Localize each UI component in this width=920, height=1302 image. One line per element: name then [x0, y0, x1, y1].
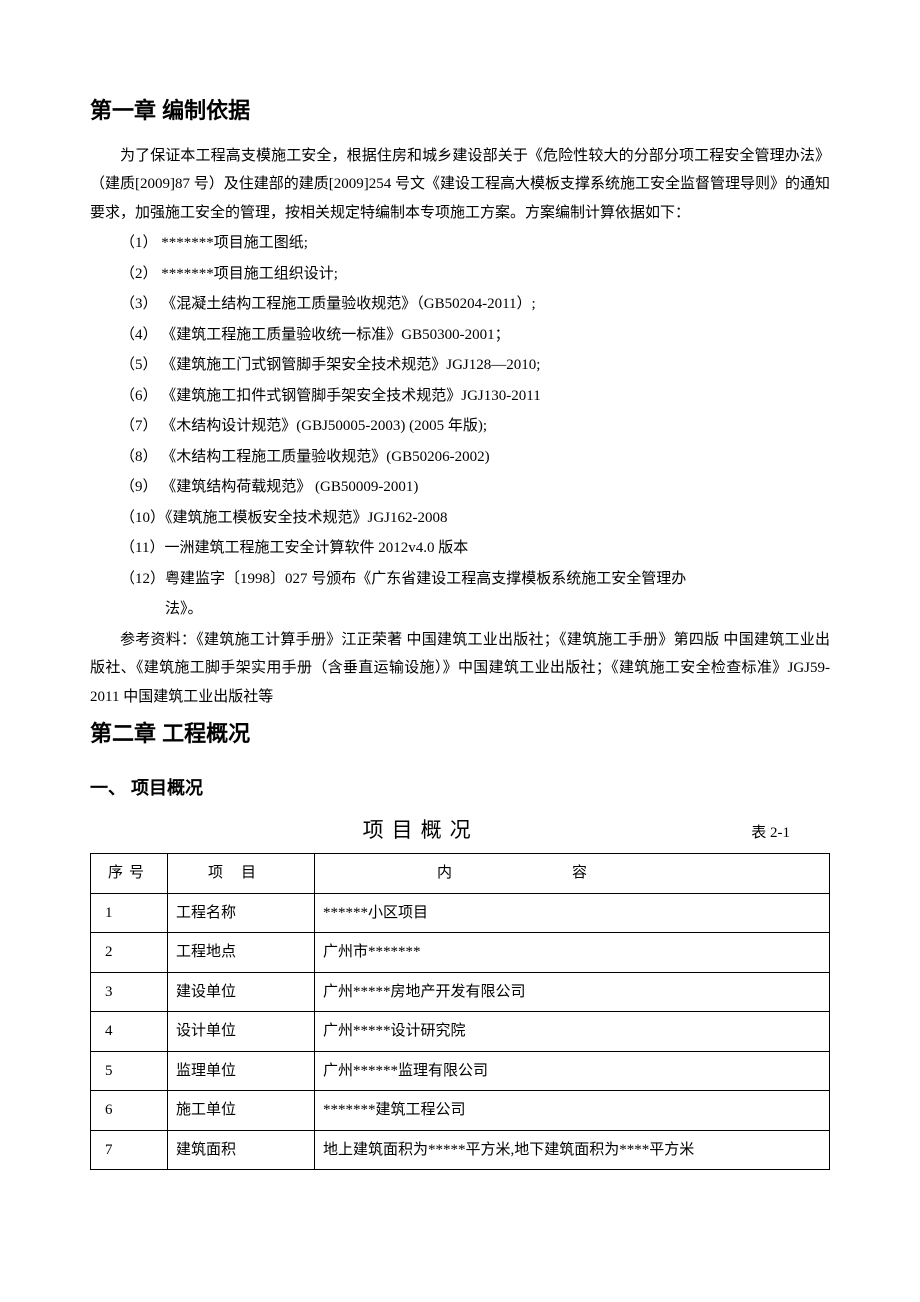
cell-item: 设计单位: [168, 1012, 315, 1052]
cell-seq: 6: [91, 1091, 168, 1131]
table-row: 5 监理单位 广州******监理有限公司: [91, 1051, 830, 1091]
cell-content: ******小区项目: [315, 893, 830, 933]
project-overview-table: 序号 项目 内容 1 工程名称 ******小区项目 2 工程地点 广州市***…: [90, 853, 830, 1170]
table-row: 7 建筑面积 地上建筑面积为*****平方米,地下建筑面积为****平方米: [91, 1130, 830, 1170]
chapter1-title: 第一章 编制依据: [90, 90, 830, 132]
basis-item-12-cont: 法》。: [90, 595, 830, 624]
table-number: 表 2-1: [751, 819, 830, 848]
reference-paragraph: 参考资料：《建筑施工计算手册》江正荣著 中国建筑工业出版社；《建筑施工手册》第四…: [90, 626, 830, 712]
chapter2-title: 第二章 工程概况: [90, 713, 830, 755]
cell-content: 广州市*******: [315, 933, 830, 973]
table-row: 3 建设单位 广州*****房地产开发有限公司: [91, 972, 830, 1012]
table-caption: 项目概况: [90, 811, 751, 851]
col-header-content: 内容: [315, 854, 830, 894]
col-header-seq: 序号: [91, 854, 168, 894]
cell-seq: 7: [91, 1130, 168, 1170]
cell-item: 建设单位: [168, 972, 315, 1012]
cell-seq: 2: [91, 933, 168, 973]
table-row: 2 工程地点 广州市*******: [91, 933, 830, 973]
basis-item-10: （10）《建筑施工模板安全技术规范》JGJ162-2008: [90, 504, 830, 533]
table-caption-row: 项目概况 表 2-1: [90, 811, 830, 851]
col-header-item: 项目: [168, 854, 315, 894]
basis-item-1: （1） *******项目施工图纸;: [90, 229, 830, 258]
basis-item-5: （5） 《建筑施工门式钢管脚手架安全技术规范》JGJ128—2010;: [90, 351, 830, 380]
table-header-row: 序号 项目 内容: [91, 854, 830, 894]
cell-seq: 5: [91, 1051, 168, 1091]
cell-item: 监理单位: [168, 1051, 315, 1091]
cell-item: 施工单位: [168, 1091, 315, 1131]
basis-item-11: （11）一洲建筑工程施工安全计算软件 2012v4.0 版本: [90, 534, 830, 563]
table-row: 1 工程名称 ******小区项目: [91, 893, 830, 933]
basis-item-8: （8） 《木结构工程施工质量验收规范》(GB50206-2002): [90, 443, 830, 472]
cell-item: 建筑面积: [168, 1130, 315, 1170]
cell-content: *******建筑工程公司: [315, 1091, 830, 1131]
basis-item-6: （6） 《建筑施工扣件式钢管脚手架安全技术规范》JGJ130-2011: [90, 382, 830, 411]
table-row: 4 设计单位 广州*****设计研究院: [91, 1012, 830, 1052]
cell-item: 工程名称: [168, 893, 315, 933]
basis-item-2: （2） *******项目施工组织设计;: [90, 260, 830, 289]
basis-item-9: （9） 《建筑结构荷载规范》 (GB50009-2001): [90, 473, 830, 502]
cell-content: 广州******监理有限公司: [315, 1051, 830, 1091]
cell-seq: 1: [91, 893, 168, 933]
basis-item-12: （12）粤建监字〔1998〕027 号颁布《广东省建设工程高支撑模板系统施工安全…: [90, 565, 830, 594]
cell-content: 广州*****设计研究院: [315, 1012, 830, 1052]
section-project-overview: 一、 项目概况: [90, 771, 830, 805]
basis-item-7: （7） 《木结构设计规范》(GBJ50005-2003) (2005 年版);: [90, 412, 830, 441]
chapter1-intro: 为了保证本工程高支模施工安全，根据住房和城乡建设部关于《危险性较大的分部分项工程…: [90, 142, 830, 228]
cell-seq: 4: [91, 1012, 168, 1052]
cell-content: 地上建筑面积为*****平方米,地下建筑面积为****平方米: [315, 1130, 830, 1170]
basis-item-4: （4） 《建筑工程施工质量验收统一标准》GB50300-2001；: [90, 321, 830, 350]
cell-content: 广州*****房地产开发有限公司: [315, 972, 830, 1012]
table-row: 6 施工单位 *******建筑工程公司: [91, 1091, 830, 1131]
cell-seq: 3: [91, 972, 168, 1012]
basis-item-3: （3） 《混凝土结构工程施工质量验收规范》（GB50204-2011）;: [90, 290, 830, 319]
cell-item: 工程地点: [168, 933, 315, 973]
